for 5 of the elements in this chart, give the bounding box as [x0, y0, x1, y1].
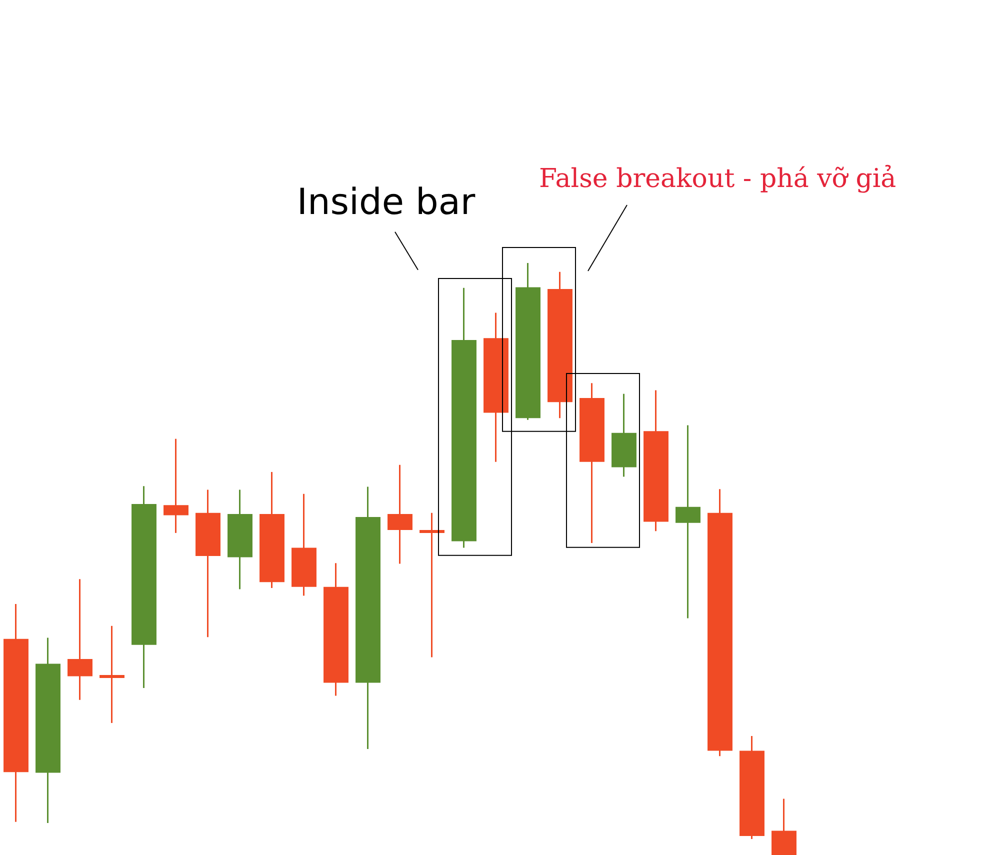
candlestick — [100, 626, 124, 723]
candlestick — [676, 425, 700, 618]
text: False breakout - phá vỡ giả — [539, 164, 896, 194]
candlestick — [420, 512, 444, 658]
text: Inside bar — [296, 182, 476, 223]
